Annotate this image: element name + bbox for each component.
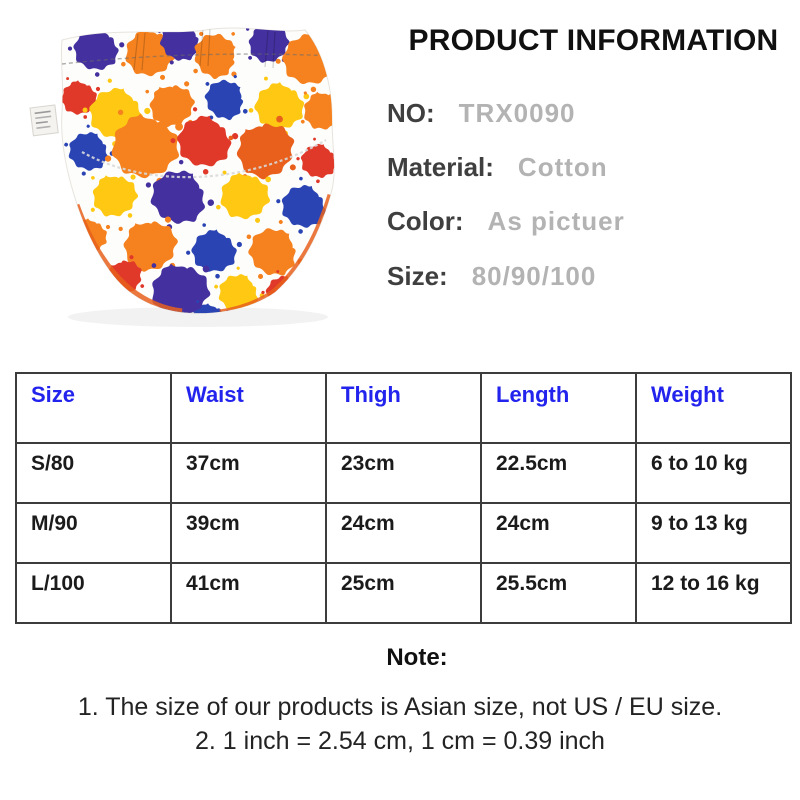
ground-shadow [68,307,328,327]
field-label-size: Size: [387,261,448,291]
cell-size: S/80 [15,442,172,504]
col-header-length: Length [480,372,637,444]
product-photo [20,12,355,347]
col-header-waist: Waist [170,372,327,444]
note-line-2: 2. 1 inch = 2.54 cm, 1 cm = 0.39 inch [195,727,605,755]
page-title: PRODUCT INFORMATION [408,24,779,57]
cell-thigh: 24cm [325,502,482,564]
table-row-l100: L/100 41cm 25cm 25.5cm 12 to 16 kg [15,562,792,624]
cell-thigh: 25cm [325,562,482,624]
cell-waist: 37cm [170,442,327,504]
cell-waist: 41cm [170,562,327,624]
note-heading: Note: [386,644,448,671]
table-row-s80: S/80 37cm 23cm 22.5cm 6 to 10 kg [15,442,792,504]
note-line-1: 1. The size of our products is Asian siz… [77,693,723,721]
cell-size: M/90 [15,502,172,564]
care-tag [29,104,59,137]
size-chart-header-row: Size Waist Thigh Length Weight [15,372,792,444]
field-value-no: TRX0090 [458,98,576,128]
field-row-color: Color: As pictuer [387,206,625,237]
cell-length: 24cm [480,502,637,564]
size-chart-table: Size Waist Thigh Length Weight S/80 37cm… [15,372,792,624]
table-row-m90: M/90 39cm 24cm 24cm 9 to 13 kg [15,502,792,564]
training-pants-illustration [29,27,335,327]
field-value-material: Cotton [517,152,608,182]
col-header-thigh: Thigh [325,372,482,444]
note-body: 1. The size of our products is Asian siz… [0,690,800,758]
front-seam-stitching [81,139,327,179]
field-row-size: Size: 80/90/100 [387,261,596,292]
product-info-panel: PRODUCT INFORMATION NO: TRX0090 Material… [385,24,790,324]
cell-size: L/100 [15,562,172,624]
field-row-no: NO: TRX0090 [387,98,576,129]
cell-weight: 9 to 13 kg [635,502,792,564]
field-label-no: NO: [387,98,435,128]
waistband-gathers [133,28,276,71]
field-label-color: Color: [387,206,464,236]
waistband-stitching [61,53,333,65]
cell-weight: 12 to 16 kg [635,562,792,624]
cell-waist: 39cm [170,502,327,564]
cell-length: 22.5cm [480,442,637,504]
cell-length: 25.5cm [480,562,637,624]
field-label-material: Material: [387,152,494,182]
field-row-material: Material: Cotton [387,152,608,183]
col-header-weight: Weight [635,372,792,444]
cell-weight: 6 to 10 kg [635,442,792,504]
col-header-size: Size [15,372,172,444]
field-value-size: 80/90/100 [471,261,597,291]
field-value-color: As pictuer [487,206,625,236]
cell-thigh: 23cm [325,442,482,504]
